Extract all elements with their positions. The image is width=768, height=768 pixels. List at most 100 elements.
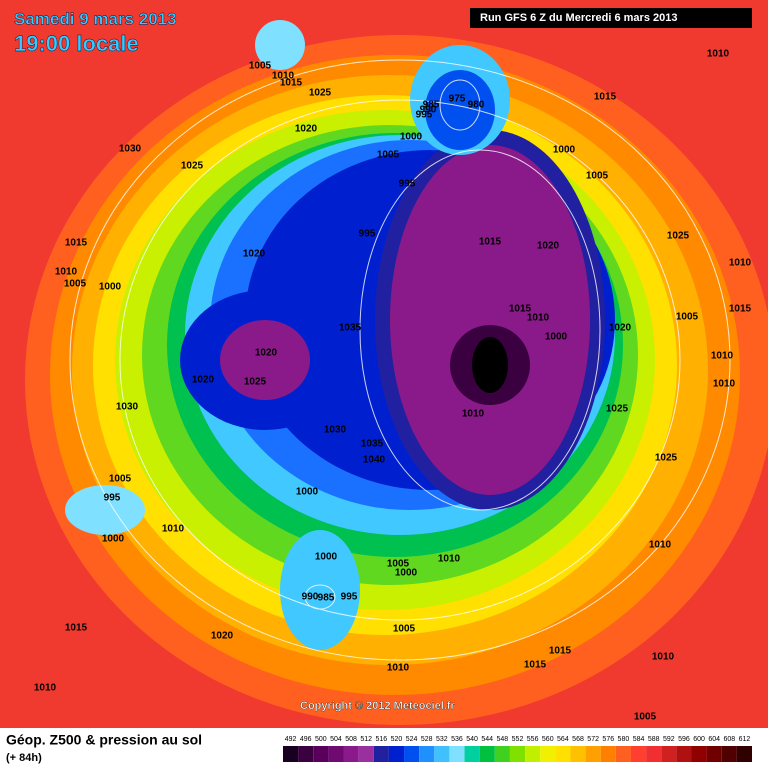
- colorbar-label: 544: [481, 736, 493, 743]
- isobar-label: 995: [359, 229, 376, 240]
- run-box: [470, 8, 752, 28]
- colorbar-swatch: [373, 746, 389, 762]
- isobar-label: 1030: [324, 425, 347, 436]
- isobar-label: 1010: [34, 683, 57, 694]
- colorbar-label: 580: [618, 736, 630, 743]
- colorbar-swatch: [646, 746, 662, 762]
- colorbar-label: 512: [360, 736, 372, 743]
- isobar-label: 1025: [606, 404, 629, 415]
- isobar-label: 1010: [387, 663, 410, 674]
- colorbar-label: 520: [391, 736, 403, 743]
- isobar-label: 1000: [315, 552, 338, 563]
- colorbar-label: 560: [542, 736, 554, 743]
- isobar-label: 1015: [65, 623, 88, 634]
- colorbar-label: 564: [557, 736, 569, 743]
- colorbar-label: 572: [587, 736, 599, 743]
- colorbar-label: 608: [723, 736, 735, 743]
- isobar-label: 1005: [377, 150, 400, 161]
- colorbar-label: 540: [466, 736, 478, 743]
- colorbar-swatch: [509, 746, 526, 762]
- colorbar-swatch: [404, 746, 420, 762]
- isobar-label: 1005: [393, 624, 416, 635]
- isobar-label: 1010: [438, 554, 461, 565]
- isobar-label: 1005: [249, 61, 272, 72]
- colorbar-swatch: [706, 746, 722, 762]
- colorbar-label: 584: [633, 736, 645, 743]
- isobar-label: 995: [104, 493, 121, 504]
- colorbar-label: 552: [512, 736, 524, 743]
- isobar-label: 1000: [553, 145, 576, 156]
- isobar-label: 1020: [609, 323, 632, 334]
- isobar-labels: 1005101010151025102010301025101510101005…: [34, 49, 752, 723]
- colorbar-swatch: [555, 746, 571, 762]
- isobar-label: 1005: [387, 559, 410, 570]
- isobar-label: 985: [318, 593, 335, 604]
- colorbar-label: 548: [497, 736, 509, 743]
- colorbar-label: 508: [345, 736, 357, 743]
- colorbar-label: 492: [285, 736, 297, 743]
- isobar-label: 1010: [55, 267, 78, 278]
- isobar-label: 980: [468, 100, 485, 111]
- colorbar-label: 496: [300, 736, 312, 743]
- isobar-label: 1030: [119, 144, 142, 155]
- isobar-label: 990: [302, 592, 319, 603]
- colorbar-label: 596: [678, 736, 690, 743]
- colorbar-label: 524: [406, 736, 418, 743]
- isobar-label: 1010: [711, 351, 734, 362]
- colorbar-swatch: [630, 746, 647, 762]
- isobar-label: 1020: [295, 124, 318, 135]
- isobar-label: 1010: [729, 258, 752, 269]
- colorbar-swatch: [615, 746, 631, 762]
- colorbar-swatch: [298, 746, 314, 762]
- isobar-label: 995: [399, 179, 416, 190]
- isobar-label: 1020: [192, 375, 215, 386]
- colorbar-swatch: [691, 746, 707, 762]
- isobar-label: 1015: [524, 660, 547, 671]
- isobar-label: 1010: [649, 540, 672, 551]
- colorbar-swatch: [449, 746, 465, 762]
- colorbar-swatch: [313, 746, 329, 762]
- isobar-label: 1025: [181, 161, 204, 172]
- colorbar: 492 496 500 504 508 512 516 520 524 528 532 536 540 5…: [283, 736, 752, 762]
- isobar-label: 1035: [361, 439, 384, 450]
- colorbar-label: 504: [330, 736, 342, 743]
- isobar-label: 1010: [162, 524, 185, 535]
- isobar-label: 1010: [462, 409, 485, 420]
- isobar-label: 1015: [280, 78, 303, 89]
- isobar-label: 1005: [586, 171, 609, 182]
- isobar-label: 1005: [676, 312, 699, 323]
- colorbar-swatch: [479, 746, 495, 762]
- colorbar-label: 516: [375, 736, 387, 743]
- isobar-label: 975: [449, 94, 466, 105]
- colorbar-label: 604: [708, 736, 720, 743]
- isobar-label: 1005: [64, 279, 87, 290]
- isobar-label: 1000: [296, 487, 319, 498]
- isobar-label: 1015: [549, 646, 572, 657]
- isobar-label: 985: [423, 100, 440, 111]
- isobar-label: 1040: [363, 455, 386, 466]
- colorbar-swatch: [434, 746, 450, 762]
- colorbar-swatch: [570, 746, 586, 762]
- isobar-label: 1000: [545, 332, 568, 343]
- colorbar-swatch: [585, 746, 601, 762]
- isobar-label: 1015: [65, 238, 88, 249]
- isobar-label: 990: [420, 105, 437, 116]
- isobar-label: 1015: [509, 304, 532, 315]
- colorbar-label: 612: [739, 736, 751, 743]
- isobar-label: 1010: [652, 652, 675, 663]
- colorbar-label: 500: [315, 736, 327, 743]
- isobar-label: 1015: [729, 304, 752, 315]
- colorbar-swatch: [676, 746, 692, 762]
- colorbar-swatch: [540, 746, 556, 762]
- colorbar-label: 600: [693, 736, 705, 743]
- footer-title: Géop. Z500 & pression au sol: [6, 732, 202, 748]
- isobar-label: 1020: [243, 249, 266, 260]
- colorbar-swatch: [494, 746, 510, 762]
- colorbar-label: 576: [602, 736, 614, 743]
- colorbar-swatch: [464, 746, 480, 762]
- colorbar-swatch: [661, 746, 677, 762]
- colorbar-label: 568: [572, 736, 584, 743]
- isobar-label: 1035: [339, 323, 362, 334]
